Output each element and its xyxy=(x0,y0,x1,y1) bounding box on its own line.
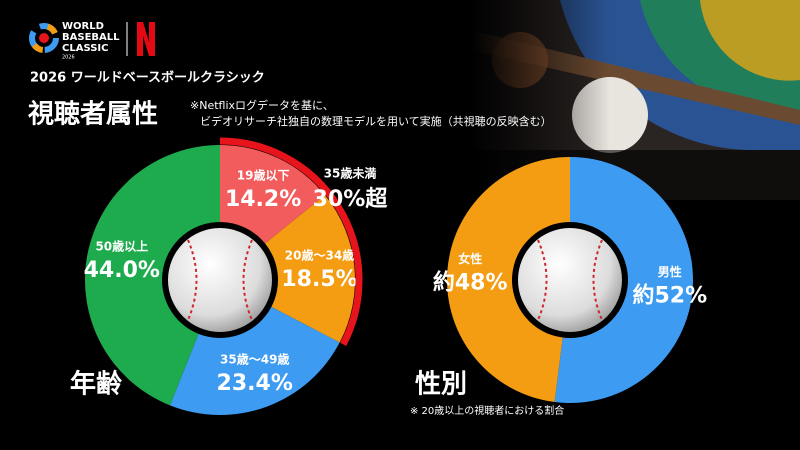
annotation-label: 35歳未満 xyxy=(324,166,377,181)
segment-category: 男性 xyxy=(658,264,682,279)
segment-category: 20歳～34歳 xyxy=(285,248,354,263)
donut-segment xyxy=(85,145,220,406)
note: ビデオリサーチ社独自の数理モデルを用いて実施（共視聴の反映含む） xyxy=(200,114,552,128)
segment-value: 23.4% xyxy=(217,371,293,396)
charts: 19歳以下 14.2% 20歳～34歳 18.5% 35歳～49歳 23.4% 50歳以上 4… xyxy=(70,137,707,417)
logo: WORLD BASEBALL CLASSIC 2026 xyxy=(29,21,155,61)
segment-value: 約52% xyxy=(632,282,707,308)
logo-text: BASEBALL xyxy=(62,32,120,43)
netflix-logo xyxy=(137,22,155,56)
segment-category: 35歳～49歳 xyxy=(220,351,289,366)
logo-text: CLASSIC xyxy=(62,43,108,54)
logo-year: 2026 xyxy=(62,55,75,61)
annotation-text: 30%超 xyxy=(313,187,389,212)
segment-category: 50歳以上 xyxy=(95,239,148,254)
chart-title: 年齢 xyxy=(70,369,123,400)
baseball xyxy=(518,228,622,332)
background-decoration xyxy=(470,0,800,210)
donut-segment xyxy=(220,145,326,244)
donut-segment xyxy=(265,195,355,343)
donut-segment xyxy=(446,157,570,403)
donut-segment xyxy=(554,157,693,403)
segment-value: 約48% xyxy=(433,270,508,296)
segment-value: 18.5% xyxy=(281,267,357,292)
segment-category: 19歳以下 xyxy=(237,167,290,182)
segment-value: 14.2% xyxy=(225,187,301,212)
segment-category: 女性 xyxy=(458,251,482,266)
title: 視聴者属性 xyxy=(28,100,158,130)
segment-value: 44.0% xyxy=(84,258,160,283)
baseball xyxy=(168,228,272,332)
subtitle: 2026 ワールドベースボールクラシック xyxy=(30,70,265,86)
logo-text: WORLD xyxy=(62,21,104,32)
chart-title: 性別 xyxy=(415,370,467,400)
donut-segment xyxy=(169,306,340,415)
annotation-arc xyxy=(219,137,363,347)
footnote: ※ 20歳以上の視聴者における割合 xyxy=(410,404,564,417)
note: ※Netflixログデータを基に、 xyxy=(190,98,334,112)
